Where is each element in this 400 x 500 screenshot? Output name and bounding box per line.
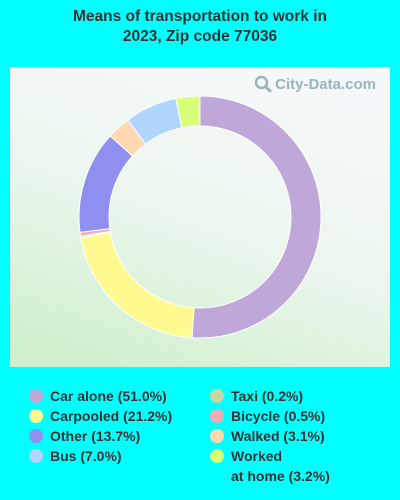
watermark: City-Data.com: [254, 75, 376, 93]
legend-swatch: [210, 449, 224, 463]
donut-slice-7: [175, 95, 201, 129]
legend-item: Bicycle (0.5%): [210, 406, 330, 426]
search-icon: [254, 75, 272, 93]
legend-swatch: [210, 389, 224, 403]
legend-label: Carpooled (21.2%): [50, 408, 173, 424]
legend-item: Walked (3.1%): [210, 426, 330, 446]
legend-label: Other (13.7%): [50, 428, 141, 444]
legend-swatch: [210, 429, 224, 443]
legend-label: Taxi (0.2%): [231, 388, 304, 404]
legend-label: Worked at home (3.2%): [231, 448, 330, 484]
chart-title-text: Means of transportation to work in 2023,…: [72, 8, 328, 45]
legend-left: Car alone (51.0%) Carpooled (21.2%) Other …: [29, 386, 172, 466]
legend-item: Car alone (51.0%): [29, 386, 172, 406]
legend-item: Taxi (0.2%): [210, 386, 330, 406]
watermark-text: City-Data.com: [275, 75, 376, 93]
legend-swatch: [29, 429, 43, 443]
legend-swatch: [29, 449, 43, 463]
legend-label: Car alone (51.0%): [50, 388, 167, 404]
legend-label: Bus (7.0%): [50, 448, 122, 464]
donut-slice-4: [78, 135, 134, 233]
legend-item: Other (13.7%): [29, 426, 172, 446]
legend-label: Bicycle (0.5%): [231, 408, 326, 424]
donut-slice-1: [80, 231, 195, 339]
chart-title: Means of transportation to work in 2023,…: [0, 7, 400, 47]
legend-right: Taxi (0.2%) Bicycle (0.5%) Walked (3.1%) Wo…: [210, 386, 330, 486]
legend-swatch: [29, 389, 43, 403]
legend-item: Bus (7.0%): [29, 446, 172, 466]
legend-swatch: [210, 409, 224, 423]
legend-label: Walked (3.1%): [231, 428, 325, 444]
legend-item: Carpooled (21.2%): [29, 406, 172, 426]
donut-slice-0: [191, 95, 322, 339]
legend-swatch: [29, 409, 43, 423]
legend-item: Worked at home (3.2%): [210, 446, 330, 486]
donut-chart: [78, 95, 322, 339]
